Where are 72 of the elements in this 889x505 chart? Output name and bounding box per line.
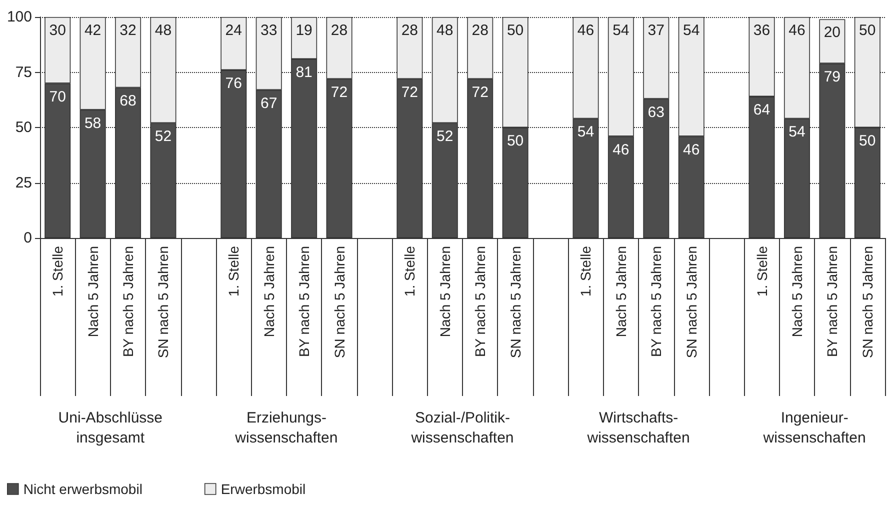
text: Uni-Abschlüsse insgesamt (58, 410, 163, 446)
data-label: 72 (330, 84, 348, 101)
x-tick-label: Nach 5 Jahren (612, 246, 629, 338)
data-label: 46 (788, 22, 806, 39)
data-label: 30 (49, 22, 66, 39)
data-label: 50 (859, 22, 876, 39)
x-tick-label: 1. Stelle (402, 246, 418, 297)
data-label: 20 (824, 24, 841, 42)
data-label: 28 (401, 22, 418, 39)
x-tick-label: BY nach 5 Jahren (648, 246, 664, 358)
data-label: 68 (120, 92, 136, 110)
x-tick-label: BY nach 5 Jahren (296, 246, 312, 358)
y-tick-label: 50 (15, 119, 32, 136)
data-label: 28 (472, 22, 488, 39)
x-tick-label: SN nach 5 Jahren (859, 246, 876, 358)
legend-label: Nicht erwerbsmobil (23, 481, 142, 497)
x-tick-label: 1. Stelle (578, 246, 594, 297)
data-label: 72 (472, 84, 488, 101)
data-label: 58 (84, 114, 102, 132)
data-label: 50 (859, 132, 876, 150)
data-label: 72 (401, 84, 418, 101)
x-tick-label: SN nach 5 Jahren (155, 246, 172, 358)
data-label: 46 (612, 141, 630, 158)
data-label: 54 (788, 124, 806, 141)
data-label: 52 (436, 128, 454, 146)
data-label: 50 (506, 22, 524, 39)
x-tick-label: BY nach 5 Jahren (824, 246, 840, 358)
data-label: 28 (330, 22, 348, 39)
data-label: 36 (753, 22, 770, 39)
data-label: 76 (225, 75, 242, 92)
data-label: 67 (260, 94, 278, 112)
y-tick-label: 100 (6, 8, 32, 26)
x-tick-label: SN nach 5 Jahren (507, 246, 524, 358)
data-label: 48 (154, 22, 172, 39)
x-tick-label: 1. Stelle (754, 246, 770, 297)
data-label: 70 (49, 88, 66, 106)
x-tick-label: 1. Stelle (50, 246, 66, 297)
data-label: 54 (683, 22, 700, 39)
y-tick-label: 25 (15, 174, 32, 192)
data-label: 33 (260, 22, 278, 39)
data-label: 79 (824, 68, 841, 86)
x-tick-label: BY nach 5 Jahren (472, 246, 488, 358)
x-tick-label: Nach 5 Jahren (260, 246, 277, 338)
x-tick-label: SN nach 5 Jahren (683, 246, 700, 358)
x-tick-label: Nach 5 Jahren (84, 246, 101, 338)
legend-label: Erwerbsmobil (220, 481, 306, 497)
data-label: 48 (436, 22, 454, 39)
data-label: 50 (506, 132, 524, 150)
data-label: 32 (120, 22, 136, 39)
data-label: 46 (683, 141, 700, 158)
x-tick-label: Nach 5 Jahren (788, 246, 805, 338)
text: Wirtschafts- wissenschaften (586, 410, 690, 446)
text: Erziehungs- wissenschaften (234, 410, 338, 446)
data-label: 24 (225, 22, 242, 39)
y-tick-label: 75 (15, 64, 32, 81)
text: Ingenieur- wissenschaften (762, 410, 866, 446)
data-label: 52 (154, 128, 172, 146)
data-label: 19 (296, 22, 312, 39)
data-label: 42 (84, 22, 102, 39)
x-tick-label: SN nach 5 Jahren (331, 246, 348, 358)
x-tick-label: 1. Stelle (226, 246, 242, 297)
data-label: 54 (612, 22, 630, 39)
data-label: 63 (648, 104, 664, 121)
data-label: 37 (648, 22, 664, 39)
x-tick-label: BY nach 5 Jahren (120, 246, 136, 358)
data-label: 64 (753, 102, 770, 119)
y-tick-label: 0 (24, 230, 32, 246)
data-label: 81 (296, 64, 312, 81)
x-tick-label: Nach 5 Jahren (436, 246, 453, 338)
text: Sozial-/Politik- wissenschaften (410, 410, 514, 446)
data-label: 46 (577, 22, 594, 39)
data-label: 54 (577, 124, 594, 141)
